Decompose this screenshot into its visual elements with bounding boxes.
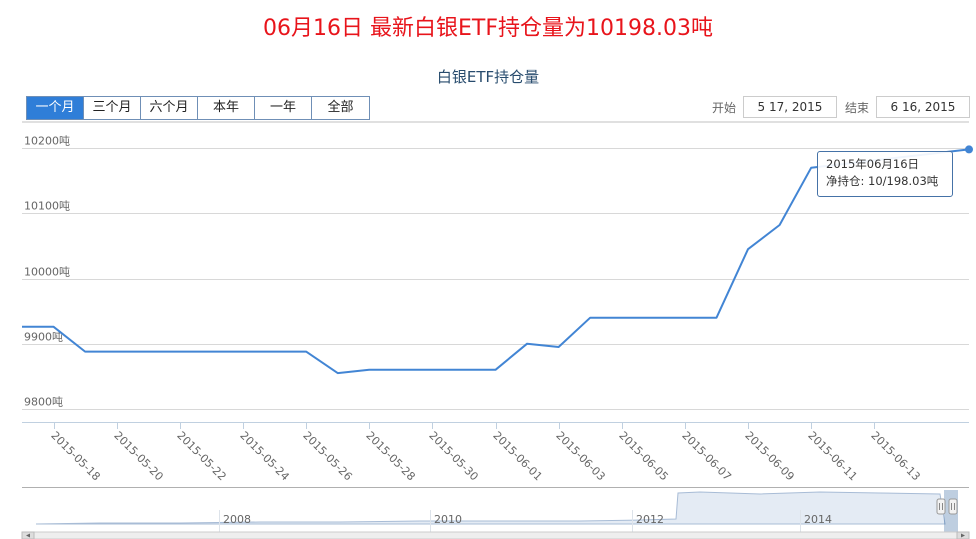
scroll-right-arrow-icon bbox=[961, 533, 965, 538]
series-line bbox=[22, 145, 973, 375]
navigator-left-handle[interactable] bbox=[936, 498, 946, 515]
y-axis-labels: 9800吨 9900吨 10000吨 10100吨 10200吨 bbox=[24, 135, 70, 409]
tooltip-date: 2015年06月16日 bbox=[826, 157, 920, 171]
range-3m-button[interactable]: 三个月 bbox=[84, 97, 141, 119]
navigator-right-handle[interactable] bbox=[948, 498, 958, 515]
x-tick-label: 2015-06-09 bbox=[742, 429, 796, 483]
navigator-series-area bbox=[35, 491, 946, 525]
series-line-path bbox=[22, 148, 970, 375]
range-all-button[interactable]: 全部 bbox=[312, 97, 369, 119]
x-tick-label: 2015-05-24 bbox=[237, 429, 291, 483]
range-6m-button[interactable]: 六个月 bbox=[141, 97, 198, 119]
range-1y-button[interactable]: 一年 bbox=[255, 97, 312, 119]
start-date-input[interactable]: 5 17, 2015 bbox=[743, 96, 837, 118]
end-date-label: 结束 bbox=[845, 101, 870, 115]
x-axis: 2015-05-18 2015-05-20 2015-05-22 2015-05-24… bbox=[22, 422, 969, 483]
chart-title: 白银ETF持仓量 bbox=[436, 68, 540, 86]
range-ytd-button[interactable]: 本年 bbox=[198, 97, 255, 119]
x-tick-label: 2015-05-26 bbox=[300, 429, 354, 483]
y-tick-label: 10100吨 bbox=[24, 200, 70, 213]
grid-lines bbox=[22, 121, 969, 410]
x-tick-label: 2015-06-13 bbox=[868, 429, 922, 483]
navigator[interactable]: 2008 2010 2012 2014 bbox=[21, 487, 970, 539]
tooltip-value: 净持仓: 10/198.03吨 bbox=[826, 174, 939, 188]
series-point-marker bbox=[965, 145, 973, 154]
x-tick-label: 2015-06-03 bbox=[553, 429, 607, 483]
x-tick-label: 2015-05-22 bbox=[174, 429, 228, 483]
x-tick-label: 2015-05-28 bbox=[363, 429, 417, 483]
y-tick-label: 9800吨 bbox=[24, 396, 63, 409]
y-tick-label: 10200吨 bbox=[24, 135, 70, 148]
x-tick-label: 2015-05-30 bbox=[426, 429, 480, 483]
navigator-year-label: 2010 bbox=[434, 513, 462, 526]
navigator-scrollbar[interactable] bbox=[21, 531, 970, 539]
x-tick-label: 2015-05-18 bbox=[48, 429, 102, 483]
start-date-label: 开始 bbox=[712, 101, 737, 115]
y-tick-label: 10000吨 bbox=[24, 266, 70, 279]
y-tick-label: 9900吨 bbox=[24, 331, 63, 344]
navigator-year-label: 2014 bbox=[804, 513, 832, 526]
page-headline: 06月16日 最新白银ETF持仓量为10198.03吨 bbox=[263, 16, 713, 41]
range-selector: 一个月 三个月 六个月 本年 一年 全部 bbox=[26, 96, 370, 120]
x-tick-label: 2015-06-01 bbox=[490, 429, 544, 483]
range-1m-button[interactable]: 一个月 bbox=[27, 97, 84, 119]
x-tick-label: 2015-06-05 bbox=[616, 429, 670, 483]
tooltip: 2015年06月16日 净持仓: 10/198.03吨 bbox=[817, 151, 953, 197]
x-tick-label: 2015-05-20 bbox=[111, 429, 165, 483]
navigator-year-label: 2008 bbox=[223, 513, 251, 526]
end-date-input[interactable]: 6 16, 2015 bbox=[876, 96, 970, 118]
x-tick-label: 2015-06-11 bbox=[805, 429, 859, 483]
navigator-year-label: 2012 bbox=[636, 513, 664, 526]
scroll-left-arrow-icon bbox=[26, 533, 30, 538]
x-tick-label: 2015-06-07 bbox=[679, 429, 733, 483]
